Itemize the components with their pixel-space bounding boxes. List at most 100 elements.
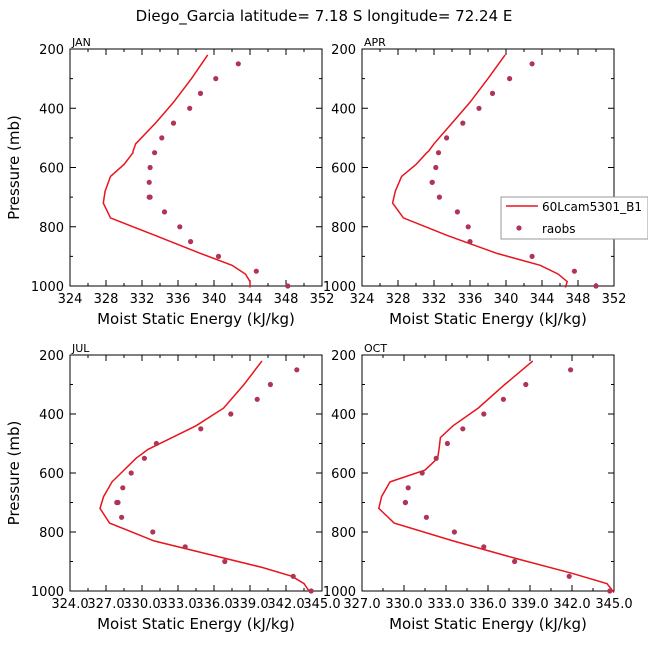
raobs-point: [465, 224, 471, 230]
raobs-point: [267, 381, 273, 388]
raobs-point: [153, 440, 159, 447]
legend-model-label: 60Lcam5301_B1: [542, 200, 642, 214]
raobs-point: [568, 367, 574, 373]
x-tick-label: 342.0: [553, 597, 590, 612]
series-line-model: [102, 54, 251, 288]
x-tick-label: 332: [422, 292, 447, 307]
y-tick-label: 800: [39, 526, 64, 541]
panel-label: APR: [364, 36, 386, 49]
y-tick-label: 600: [331, 162, 356, 177]
raobs-point: [500, 396, 506, 402]
raobs-point: [222, 558, 228, 565]
raobs-point: [152, 150, 158, 156]
panel-label: JAN: [71, 36, 91, 49]
legend-box: [500, 196, 648, 240]
x-tick-label: 328: [386, 292, 411, 307]
x-tick-label: 336: [458, 292, 483, 307]
raobs-point: [119, 514, 125, 520]
x-tick-label: 345.0: [595, 597, 632, 612]
series-line-model: [391, 54, 569, 288]
x-tick-label: 344: [238, 292, 263, 307]
y-tick-label: 200: [39, 43, 64, 58]
raobs-point: [467, 239, 473, 245]
raobs-point: [228, 411, 234, 417]
raobs-point: [476, 105, 482, 111]
raobs-point: [566, 573, 572, 579]
x-tick-label: 327.0: [343, 597, 380, 612]
y-tick-label: 1000: [323, 280, 356, 295]
x-tick-label: 348: [566, 292, 591, 307]
x-tick-label: 336.0: [195, 597, 232, 612]
raobs-point: [128, 470, 134, 476]
raobs-point: [571, 268, 578, 274]
x-axis-label: Moist Static Energy (kJ/kg): [97, 615, 295, 633]
raobs-point: [253, 268, 259, 274]
raobs-point: [215, 253, 222, 259]
y-tick-label: 1000: [31, 585, 64, 600]
raobs-point: [197, 90, 204, 96]
x-axis-label: Moist Static Energy (kJ/kg): [389, 615, 587, 633]
y-tick-label: 200: [39, 349, 64, 364]
figure-title: Diego_Garcia latitude= 7.18 S longitude=…: [136, 7, 513, 26]
x-tick-label: 330.0: [385, 597, 422, 612]
series-line-model: [377, 360, 615, 593]
x-tick-label: 332: [130, 292, 155, 307]
y-tick-label: 1000: [31, 280, 64, 295]
raobs-point: [523, 381, 529, 388]
raobs-point: [511, 558, 518, 565]
y-tick-label: 400: [39, 408, 64, 423]
raobs-point: [451, 529, 457, 535]
x-tick-label: 352: [310, 292, 335, 307]
y-tick-label: 600: [331, 467, 356, 482]
raobs-point: [147, 164, 153, 171]
raobs-point: [235, 61, 241, 67]
x-tick-label: 327.0: [87, 597, 124, 612]
raobs-point: [405, 485, 411, 491]
raobs-point: [159, 135, 165, 141]
raobs-point: [290, 573, 296, 579]
panel-label: JUL: [71, 342, 90, 355]
raobs-point: [529, 253, 535, 259]
x-tick-label: 339.0: [511, 597, 548, 612]
raobs-point: [170, 120, 177, 126]
y-tick-label: 400: [331, 408, 356, 423]
panels-group: JAN 324 328 332 336 340 344 348 352 200 400 600 800 1…: [5, 36, 633, 633]
raobs-point: [433, 455, 439, 461]
x-tick-label: 336: [166, 292, 191, 307]
y-tick-label: 600: [39, 467, 64, 482]
raobs-point: [460, 120, 466, 126]
legend-raobs-label: raobs: [542, 222, 576, 236]
panel-jan: JAN 324 328 332 336 340 344 348 352 200 400 600 800 1…: [5, 36, 334, 328]
x-tick-label: 328: [94, 292, 119, 307]
y-tick-label: 1000: [323, 585, 356, 600]
raobs-point: [188, 239, 194, 245]
raobs-point: [294, 367, 300, 373]
raobs-point: [146, 179, 152, 185]
raobs-point: [433, 164, 439, 171]
x-axis-label: Moist Static Energy (kJ/kg): [97, 310, 295, 328]
series-line-model: [99, 360, 311, 593]
x-tick-label: 342.0: [267, 597, 304, 612]
x-tick-label: 324.0: [51, 597, 88, 612]
x-axis-label: Moist Static Energy (kJ/kg): [389, 310, 587, 328]
panel-oct: OCT 327.0 330.0 333.0 336.0 339.0 342.0 345.0 20…: [323, 342, 633, 633]
panel-jul: JUL 324.0327.0330.0333.0336.0339.0342.034…: [5, 342, 341, 633]
x-tick-label: 333.0: [159, 597, 196, 612]
y-tick-label: 800: [39, 221, 64, 236]
raobs-point: [213, 76, 219, 82]
x-tick-label: 339.0: [231, 597, 268, 612]
raobs-point: [454, 209, 460, 215]
raobs-point: [481, 411, 487, 417]
raobs-point: [460, 426, 466, 432]
raobs-point: [198, 426, 204, 432]
raobs-point: [120, 485, 126, 491]
x-tick-label: 344: [530, 292, 555, 307]
raobs-point: [150, 529, 156, 535]
x-tick-label: 340: [494, 292, 519, 307]
raobs-point: [161, 209, 168, 215]
y-axis-label: Pressure (mb): [5, 421, 23, 526]
raobs-point: [419, 470, 425, 476]
raobs-point: [607, 588, 613, 594]
raobs-point: [529, 61, 535, 67]
